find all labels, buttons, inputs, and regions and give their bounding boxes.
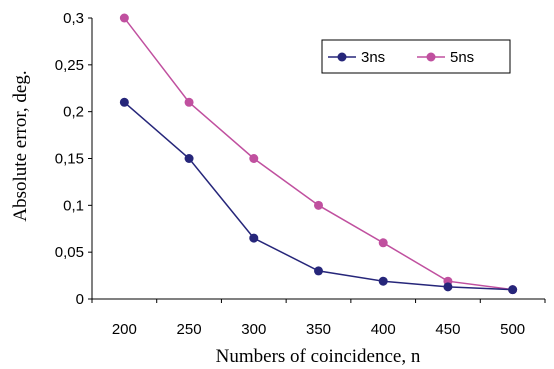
data-point-5ns <box>314 200 323 210</box>
data-point-3ns <box>249 233 259 243</box>
legend-label-3ns: 3ns <box>361 49 385 66</box>
data-point-3ns <box>443 282 453 292</box>
x-tick-label: 250 <box>177 321 202 338</box>
y-tick-label: 0 <box>76 291 84 308</box>
x-tick-label: 300 <box>241 321 266 338</box>
x-tick-label: 500 <box>500 321 525 338</box>
x-tick-label: 400 <box>371 321 396 338</box>
y-axis-ticks: 0 0,05 0,1 0,15 0,2 0,25 0,3 <box>55 10 92 308</box>
x-tick-label: 350 <box>306 321 331 338</box>
legend-label-5ns: 5ns <box>450 49 474 66</box>
y-tick-label: 0,05 <box>55 244 84 261</box>
y-tick-label: 0,2 <box>63 104 84 121</box>
y-tick-label: 0,1 <box>63 197 84 214</box>
data-point-5ns <box>119 13 129 23</box>
data-point-5ns <box>378 238 388 248</box>
x-tick-label: 200 <box>112 321 137 338</box>
data-point-3ns <box>119 97 129 107</box>
y-tick-label: 0,15 <box>55 151 84 168</box>
data-point-3ns <box>378 276 388 286</box>
legend: 3ns 5ns <box>321 39 511 74</box>
data-point-3ns <box>184 154 194 163</box>
series-layer <box>119 13 518 295</box>
series-line-3ns <box>123 101 513 291</box>
data-point-5ns <box>249 154 259 163</box>
x-axis-title: Numbers of coincidence, n <box>216 346 421 367</box>
data-point-5ns <box>184 97 194 107</box>
legend-marker-3ns <box>337 52 347 62</box>
y-axis-title: Absolute error, deg. <box>10 70 31 221</box>
x-axis-ticks: 200 250 300 350 400 450 500 <box>91 299 546 338</box>
legend-marker-5ns <box>426 52 436 62</box>
x-tick-label: 450 <box>435 321 460 338</box>
data-point-3ns <box>314 266 323 276</box>
y-tick-label: 0,25 <box>55 57 84 74</box>
data-point-3ns <box>508 285 518 295</box>
y-tick-label: 0,3 <box>63 10 84 27</box>
